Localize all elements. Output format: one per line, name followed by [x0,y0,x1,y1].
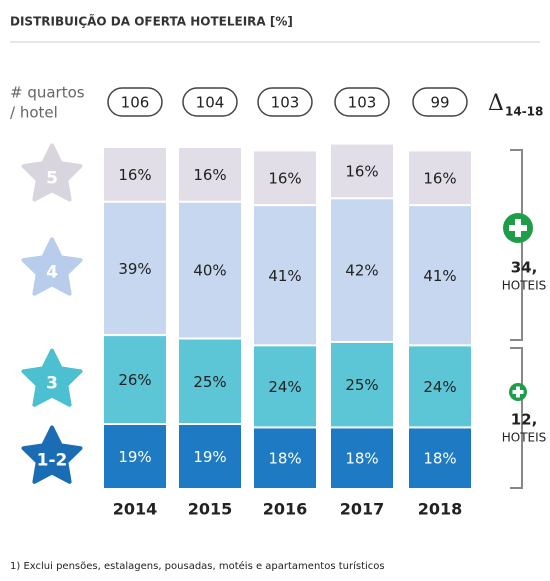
value-label: 24% [423,378,456,396]
bar-segment [331,342,393,427]
bar-segment [409,346,471,427]
bar-segment [409,151,471,205]
rooms-value: 106 [121,94,150,112]
star-icon [21,143,83,202]
star-label: 5 [46,168,58,188]
plus-icon [509,383,527,401]
value-label: 19% [118,448,151,466]
x-tick-label: 2017 [340,500,385,519]
star-icon [21,348,83,407]
value-label: 42% [345,262,378,280]
bar-segment [104,148,166,201]
bar-segment [104,336,166,424]
annotation-value: 34, [511,259,538,277]
bar-segment [104,425,166,488]
rooms-value: 103 [271,94,300,112]
bracket [510,149,523,489]
bar-segment [254,428,316,488]
bar-segment [179,148,241,201]
bar-segment [179,202,241,338]
rooms-label: # quartos [10,84,85,102]
annotation-label: HOTEIS [502,431,547,445]
x-tick-label: 2014 [113,500,158,519]
value-label: 24% [268,378,301,396]
value-label: 18% [268,450,301,468]
star-icon [21,425,83,484]
rooms-pill [182,87,238,117]
value-label: 18% [423,450,456,468]
value-label: 19% [193,448,226,466]
value-label: 18% [345,450,378,468]
value-label: 25% [345,376,378,394]
bar-segment [331,144,393,198]
annotation-label: HOTEIS [502,279,547,293]
bar-segment [331,199,393,341]
star-icon [21,237,83,296]
value-label: 16% [345,162,378,180]
plus-icon [503,213,533,243]
rooms-pill [107,87,163,117]
value-label: 16% [268,169,301,187]
value-label: 40% [193,262,226,280]
value-label: 41% [423,267,456,285]
star-label: 1-2 [37,451,68,471]
star-label: 4 [46,262,58,282]
bar-segment [104,202,166,335]
delta-sub: 14-18 [505,105,543,119]
bar-segment [254,346,316,427]
star-label: 3 [46,374,58,394]
bar-segment [409,206,471,345]
chart-title: DISTRIBUIÇÃO DA OFERTA HOTELEIRA [%] [10,14,293,29]
rooms-label: / hotel [10,104,58,122]
rooms-value: 99 [430,94,449,112]
value-label: 16% [118,166,151,184]
rooms-pill [412,87,468,117]
rooms-value: 103 [348,94,377,112]
bar-segment [254,151,316,205]
rooms-pill [257,87,313,117]
value-label: 16% [423,169,456,187]
bar-segment [179,425,241,488]
bar-segment [409,428,471,488]
rooms-pill [334,87,390,117]
bar-segment [254,206,316,345]
rooms-value: 104 [196,94,225,112]
value-label: 26% [118,371,151,389]
x-tick-label: 2018 [418,500,463,519]
value-label: 16% [193,166,226,184]
value-label: 41% [268,267,301,285]
x-tick-label: 2015 [188,500,233,519]
bar-segment [179,339,241,424]
bar-segment [331,428,393,488]
annotation-value: 12, [511,411,538,429]
delta-symbol: Δ [488,91,504,116]
footnote: 1) Exclui pensões, estalagens, pousadas,… [10,560,385,572]
value-label: 25% [193,373,226,391]
value-label: 39% [118,260,151,278]
x-tick-label: 2016 [263,500,308,519]
